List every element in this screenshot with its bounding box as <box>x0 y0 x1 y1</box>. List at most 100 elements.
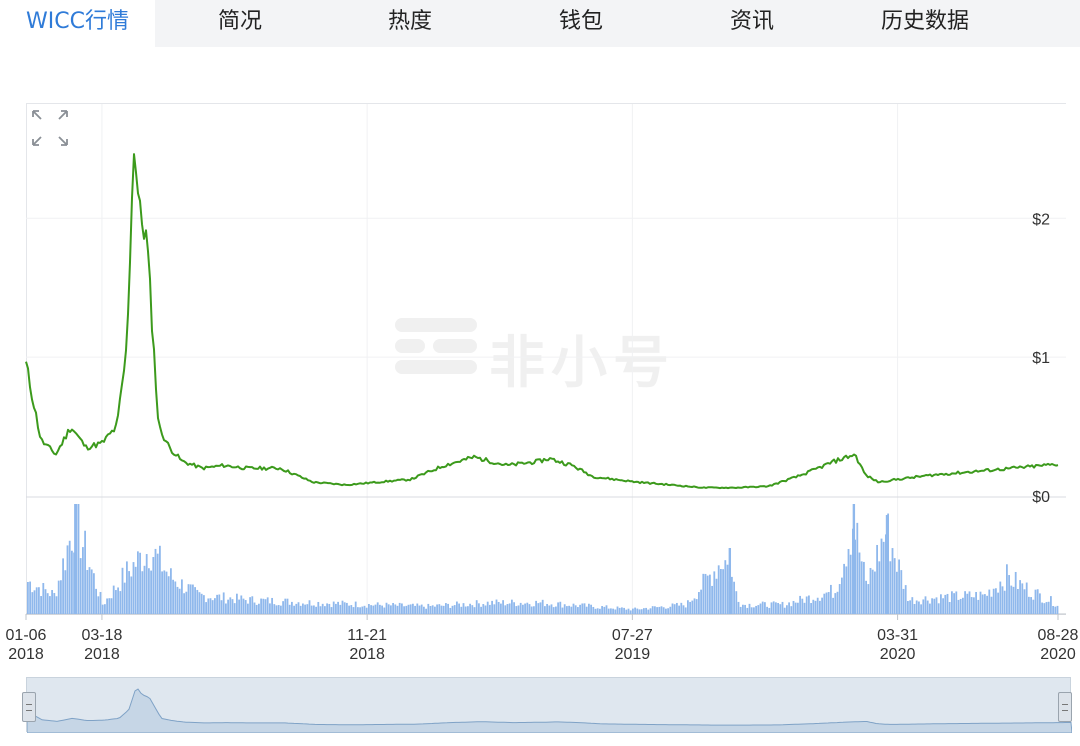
volume-bar <box>845 566 848 614</box>
volume-bar <box>596 608 599 614</box>
volume-bar <box>77 504 80 614</box>
volume-bar <box>913 603 916 614</box>
volume-bar <box>253 602 256 614</box>
volume-bar <box>746 607 749 614</box>
tab-popularity[interactable]: 热度 <box>387 9 432 34</box>
volume-bar <box>731 576 733 614</box>
volume-bar <box>440 605 443 614</box>
volume-bar <box>350 605 353 614</box>
volume-bar <box>46 593 49 614</box>
volume-bar <box>920 604 922 614</box>
volume-bar <box>44 589 47 614</box>
volume-bar <box>354 601 357 614</box>
volume-bar <box>425 608 427 614</box>
volume-bar <box>902 588 905 614</box>
tab-news[interactable]: 资讯 <box>729 9 774 34</box>
volume-bar <box>181 579 183 614</box>
volume-bar <box>801 598 804 614</box>
volume-bar <box>975 591 977 614</box>
volume-bar <box>291 601 293 614</box>
volume-bar <box>687 600 689 614</box>
volume-bar <box>504 605 507 614</box>
volume-bar <box>689 601 691 614</box>
volume-bar <box>574 605 577 614</box>
volume-bar <box>869 567 872 614</box>
volume-bar <box>99 591 102 614</box>
volume-bar <box>495 599 498 614</box>
volume-bar <box>581 603 584 614</box>
tab-bar: WICC行情 简况 热度 钱包 资讯 历史数据 <box>0 0 1080 47</box>
volume-bar <box>819 600 821 614</box>
navigator-left-handle[interactable] <box>22 692 36 722</box>
volume-bar <box>953 593 955 614</box>
volume-bar <box>42 583 45 614</box>
volume-bar <box>720 568 722 614</box>
volume-bar <box>1010 585 1013 614</box>
volume-bar <box>781 601 784 614</box>
volume-bar <box>222 592 225 614</box>
volume-bar <box>918 601 920 614</box>
tab-wicc-market[interactable]: WICC行情 <box>0 0 155 47</box>
volume-bar <box>968 591 971 614</box>
volume-bar <box>40 596 42 614</box>
volume-bar <box>167 576 170 614</box>
volume-bar <box>269 603 271 614</box>
volume-bar <box>834 593 837 614</box>
volume-bar <box>570 606 573 614</box>
fullscreen-expand-icon[interactable] <box>30 108 70 148</box>
tab-history-data[interactable]: 历史数据 <box>880 9 969 34</box>
volume-bar <box>715 578 718 614</box>
volume-bar <box>847 549 850 614</box>
volume-bar <box>482 604 485 614</box>
volume-bar <box>121 567 124 614</box>
volume-bar <box>810 603 812 614</box>
volume-bar <box>152 557 155 614</box>
volume-bar <box>447 603 449 614</box>
volume-bar <box>744 604 746 614</box>
price-volume-chart[interactable]: $2 $1 $0 01-06 2018 03-18 2018 11-21 2018 07-27 20… <box>0 0 1080 675</box>
volume-bar <box>427 603 430 614</box>
tab-overview[interactable]: 简况 <box>217 9 262 34</box>
volume-bar <box>671 603 674 614</box>
watermark: 非小号 <box>395 318 675 396</box>
range-navigator[interactable] <box>26 677 1073 734</box>
volume-bar <box>368 604 370 614</box>
volume-bar <box>977 599 980 614</box>
navigator-right-handle[interactable] <box>1058 692 1072 722</box>
volume-bar <box>211 600 214 614</box>
volume-bar <box>343 602 346 614</box>
volume-bar <box>95 588 97 614</box>
volume-bar <box>823 593 826 614</box>
volume-bar <box>992 588 995 614</box>
volume-bar <box>1021 583 1024 614</box>
volume-bar <box>1032 599 1035 614</box>
volume-bar <box>583 603 586 614</box>
volume-bar <box>1003 590 1006 614</box>
volume-bar <box>891 548 894 614</box>
volume-bar <box>381 605 383 614</box>
volume-bar <box>594 608 597 614</box>
volume-bar <box>130 576 133 614</box>
volume-bar <box>71 550 73 614</box>
volume-bar <box>154 548 157 614</box>
volume-bar <box>577 607 579 614</box>
volume-bar <box>893 558 896 614</box>
volume-bar <box>1052 606 1054 614</box>
volume-bar <box>458 603 460 614</box>
volume-bar <box>324 606 326 614</box>
volume-bar <box>755 605 757 614</box>
volume-bar <box>108 598 111 614</box>
volume-bar <box>651 606 654 614</box>
volume-bar <box>680 602 683 614</box>
volume-bar <box>132 562 135 614</box>
volume-bar <box>1050 596 1052 614</box>
volume-bar <box>988 589 991 614</box>
volume-bar <box>858 552 861 614</box>
volume-bar <box>794 602 797 614</box>
volume-bar <box>506 604 509 614</box>
volume-bar <box>170 568 172 614</box>
tab-wallet[interactable]: 钱包 <box>558 9 603 34</box>
volume-bar <box>304 604 306 614</box>
y-tick-label: $2 <box>1032 211 1050 228</box>
volume-bar <box>772 601 775 614</box>
